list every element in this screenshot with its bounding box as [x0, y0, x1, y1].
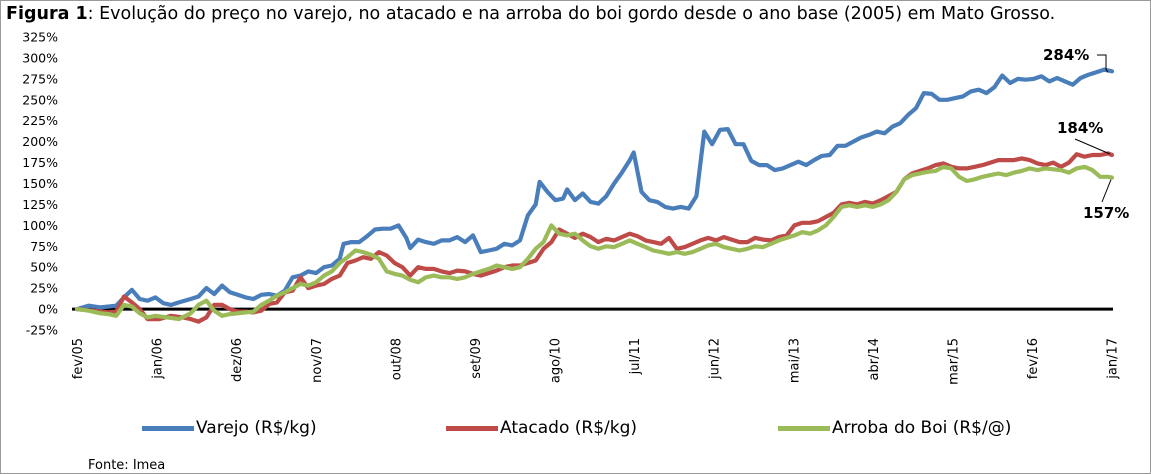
y-tick-label: 125%: [22, 197, 58, 212]
legend-label: Arroba do Boi (R$/@): [832, 418, 1012, 438]
y-tick-label: 0%: [38, 302, 58, 317]
y-tick-label: 200%: [22, 134, 58, 149]
legend-item: Arroba do Boi (R$/@): [778, 418, 1011, 438]
x-tick-label: jul/11: [628, 338, 643, 375]
leader-line-arroba: [1101, 179, 1112, 203]
chart-title-prefix: Figura 1: [6, 4, 88, 24]
leader-line-atacado: [1074, 138, 1111, 155]
x-tick-label: jan/06: [151, 338, 166, 380]
y-tick-label: 225%: [22, 113, 58, 128]
x-tick-label: set/09: [469, 338, 484, 379]
y-tick-label: 175%: [22, 155, 58, 170]
legend-item: Atacado (R$/kg): [446, 418, 637, 438]
legend-swatch: [778, 425, 830, 431]
legend-swatch: [446, 425, 498, 431]
chart-title-text: : Evolução do preço no varejo, no atacad…: [87, 4, 1056, 24]
x-tick-label: fev/05: [71, 338, 86, 379]
x-tick-label: fev/16: [1026, 338, 1041, 379]
y-tick-label: 150%: [22, 176, 58, 191]
series-line-1: [74, 151, 1115, 324]
y-tick-label: 300%: [22, 50, 58, 65]
data-label-varejo: 284%: [1043, 46, 1089, 64]
x-tick-label: nov/07: [310, 338, 325, 383]
legend-label: Varejo (R$/kg): [196, 418, 317, 438]
y-tick-label: 275%: [22, 71, 58, 86]
x-tick-label: jun/12: [708, 338, 723, 380]
x-tick-label: ago/10: [549, 338, 564, 383]
y-tick-label: 50%: [30, 260, 58, 275]
y-tick-label: 100%: [22, 218, 58, 233]
y-tick-label: 325%: [22, 30, 58, 45]
x-tick-label: mai/13: [787, 338, 802, 383]
series-line-2: [74, 164, 1115, 322]
chart-title: Figura 1: Evolução do preço no varejo, n…: [6, 4, 1055, 24]
series-line-0: [74, 67, 1115, 312]
leader-line-varejo: [1097, 54, 1109, 73]
y-tick-label: 75%: [30, 239, 58, 254]
y-tick-label: -25%: [26, 323, 58, 338]
data-label-atacado: 184%: [1057, 119, 1103, 137]
x-tick-label: abr/14: [867, 338, 882, 381]
x-tick-label: jan/17: [1106, 338, 1121, 380]
legend-swatch: [142, 425, 194, 431]
x-tick-label: mar/15: [946, 338, 961, 385]
chart-source: Fonte: Imea: [88, 458, 166, 473]
data-label-arroba: 157%: [1083, 204, 1129, 222]
x-tick-label: dez/06: [230, 338, 245, 382]
legend-label: Atacado (R$/kg): [500, 418, 638, 438]
legend-item: Varejo (R$/kg): [142, 418, 317, 438]
chart-legend: Varejo (R$/kg) Atacado (R$/kg) Arroba do B…: [0, 418, 1151, 444]
y-tick-label: 250%: [22, 92, 58, 107]
x-tick-label: out/08: [389, 338, 404, 380]
y-tick-label: 25%: [30, 281, 58, 296]
